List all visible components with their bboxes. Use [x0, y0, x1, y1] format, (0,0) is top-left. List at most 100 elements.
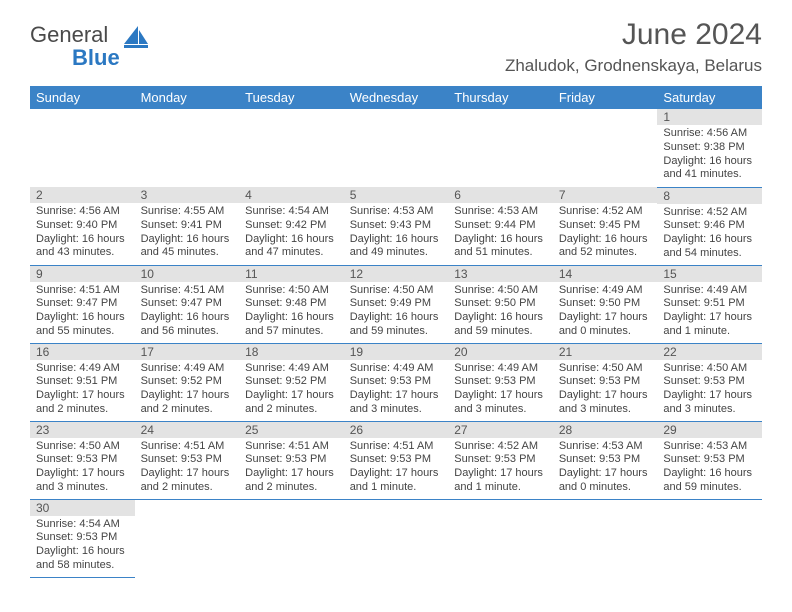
- day-number: 7: [553, 187, 658, 203]
- day-line: Sunset: 9:38 PM: [663, 141, 756, 155]
- day-line: Sunrise: 4:56 AM: [36, 205, 129, 219]
- day-line: and 3 minutes.: [454, 403, 547, 417]
- day-number: 25: [239, 422, 344, 438]
- day-line: and 2 minutes.: [141, 481, 234, 495]
- day-line: and 47 minutes.: [245, 246, 338, 260]
- weekday-header: Saturday: [657, 86, 762, 109]
- calendar-day: 25Sunrise: 4:51 AMSunset: 9:53 PMDayligh…: [239, 421, 344, 499]
- day-number: 5: [344, 187, 449, 203]
- day-line: Sunrise: 4:49 AM: [36, 362, 129, 376]
- calendar-day: 11Sunrise: 4:50 AMSunset: 9:48 PMDayligh…: [239, 265, 344, 343]
- day-details: Sunrise: 4:52 AMSunset: 9:45 PMDaylight:…: [553, 203, 658, 262]
- day-line: Sunset: 9:44 PM: [454, 219, 547, 233]
- day-line: Sunrise: 4:55 AM: [141, 205, 234, 219]
- calendar-day: 29Sunrise: 4:53 AMSunset: 9:53 PMDayligh…: [657, 421, 762, 499]
- calendar-week: 1Sunrise: 4:56 AMSunset: 9:38 PMDaylight…: [30, 109, 762, 187]
- day-line: Sunrise: 4:51 AM: [36, 284, 129, 298]
- day-number: 20: [448, 344, 553, 360]
- day-details: Sunrise: 4:54 AMSunset: 9:42 PMDaylight:…: [239, 203, 344, 262]
- day-line: and 52 minutes.: [559, 246, 652, 260]
- day-line: Sunrise: 4:54 AM: [36, 518, 129, 532]
- calendar-week: 23Sunrise: 4:50 AMSunset: 9:53 PMDayligh…: [30, 421, 762, 499]
- day-line: Sunset: 9:45 PM: [559, 219, 652, 233]
- day-line: Sunset: 9:50 PM: [454, 297, 547, 311]
- calendar-day: 9Sunrise: 4:51 AMSunset: 9:47 PMDaylight…: [30, 265, 135, 343]
- day-details: Sunrise: 4:50 AMSunset: 9:49 PMDaylight:…: [344, 282, 449, 341]
- day-number: 24: [135, 422, 240, 438]
- weekday-header: Tuesday: [239, 86, 344, 109]
- day-line: Sunrise: 4:49 AM: [663, 284, 756, 298]
- day-line: and 3 minutes.: [559, 403, 652, 417]
- day-line: Sunset: 9:50 PM: [559, 297, 652, 311]
- weekday-header: Thursday: [448, 86, 553, 109]
- day-line: Daylight: 17 hours: [141, 389, 234, 403]
- day-line: and 3 minutes.: [36, 481, 129, 495]
- day-details: Sunrise: 4:53 AMSunset: 9:44 PMDaylight:…: [448, 203, 553, 262]
- day-number: 6: [448, 187, 553, 203]
- calendar-empty: [135, 499, 240, 577]
- calendar-day: 7Sunrise: 4:52 AMSunset: 9:45 PMDaylight…: [553, 187, 658, 265]
- day-line: Sunrise: 4:49 AM: [559, 284, 652, 298]
- day-line: and 58 minutes.: [36, 559, 129, 573]
- calendar-empty: [448, 499, 553, 577]
- day-number: 23: [30, 422, 135, 438]
- day-details: Sunrise: 4:56 AMSunset: 9:38 PMDaylight:…: [657, 125, 762, 184]
- day-line: Sunrise: 4:50 AM: [454, 284, 547, 298]
- day-number: 9: [30, 266, 135, 282]
- calendar-day: 21Sunrise: 4:50 AMSunset: 9:53 PMDayligh…: [553, 343, 658, 421]
- day-details: Sunrise: 4:52 AMSunset: 9:53 PMDaylight:…: [448, 438, 553, 497]
- day-line: Sunset: 9:49 PM: [350, 297, 443, 311]
- day-line: and 45 minutes.: [141, 246, 234, 260]
- day-details: Sunrise: 4:56 AMSunset: 9:40 PMDaylight:…: [30, 203, 135, 262]
- logo-word2: Blue: [30, 45, 120, 70]
- day-line: Sunset: 9:47 PM: [141, 297, 234, 311]
- calendar-day: 18Sunrise: 4:49 AMSunset: 9:52 PMDayligh…: [239, 343, 344, 421]
- day-line: Sunset: 9:43 PM: [350, 219, 443, 233]
- day-details: Sunrise: 4:49 AMSunset: 9:50 PMDaylight:…: [553, 282, 658, 341]
- calendar-day: 5Sunrise: 4:53 AMSunset: 9:43 PMDaylight…: [344, 187, 449, 265]
- day-line: and 1 minute.: [454, 481, 547, 495]
- day-line: Sunset: 9:53 PM: [36, 453, 129, 467]
- calendar-empty: [239, 109, 344, 187]
- day-line: Sunset: 9:53 PM: [141, 453, 234, 467]
- day-details: Sunrise: 4:49 AMSunset: 9:52 PMDaylight:…: [135, 360, 240, 419]
- calendar-day: 23Sunrise: 4:50 AMSunset: 9:53 PMDayligh…: [30, 421, 135, 499]
- day-line: Sunset: 9:53 PM: [663, 375, 756, 389]
- header: General Blue June 2024 Zhaludok, Grodnen…: [30, 18, 762, 76]
- day-line: Sunrise: 4:54 AM: [245, 205, 338, 219]
- day-line: Daylight: 16 hours: [350, 311, 443, 325]
- day-number: 11: [239, 266, 344, 282]
- day-line: Sunrise: 4:50 AM: [245, 284, 338, 298]
- calendar-day: 28Sunrise: 4:53 AMSunset: 9:53 PMDayligh…: [553, 421, 658, 499]
- calendar-day: 15Sunrise: 4:49 AMSunset: 9:51 PMDayligh…: [657, 265, 762, 343]
- day-line: Sunrise: 4:53 AM: [663, 440, 756, 454]
- day-line: Sunrise: 4:52 AM: [663, 206, 756, 220]
- calendar-day: 3Sunrise: 4:55 AMSunset: 9:41 PMDaylight…: [135, 187, 240, 265]
- day-line: Daylight: 16 hours: [141, 233, 234, 247]
- day-line: Sunset: 9:42 PM: [245, 219, 338, 233]
- day-line: Daylight: 17 hours: [350, 389, 443, 403]
- day-number: 19: [344, 344, 449, 360]
- day-line: Daylight: 16 hours: [454, 233, 547, 247]
- day-line: and 2 minutes.: [36, 403, 129, 417]
- day-line: Daylight: 16 hours: [663, 233, 756, 247]
- day-line: Daylight: 17 hours: [559, 389, 652, 403]
- day-number: 29: [657, 422, 762, 438]
- day-line: and 51 minutes.: [454, 246, 547, 260]
- day-line: and 0 minutes.: [559, 325, 652, 339]
- day-line: Sunrise: 4:56 AM: [663, 127, 756, 141]
- day-line: Daylight: 16 hours: [559, 233, 652, 247]
- calendar-day: 24Sunrise: 4:51 AMSunset: 9:53 PMDayligh…: [135, 421, 240, 499]
- day-details: Sunrise: 4:49 AMSunset: 9:52 PMDaylight:…: [239, 360, 344, 419]
- calendar-day: 2Sunrise: 4:56 AMSunset: 9:40 PMDaylight…: [30, 187, 135, 265]
- day-number: 18: [239, 344, 344, 360]
- logo-word1: General: [30, 22, 108, 47]
- day-line: Sunset: 9:53 PM: [454, 453, 547, 467]
- day-line: Daylight: 17 hours: [663, 311, 756, 325]
- calendar-day: 17Sunrise: 4:49 AMSunset: 9:52 PMDayligh…: [135, 343, 240, 421]
- day-details: Sunrise: 4:50 AMSunset: 9:53 PMDaylight:…: [553, 360, 658, 419]
- day-line: and 54 minutes.: [663, 247, 756, 261]
- day-line: Daylight: 17 hours: [245, 467, 338, 481]
- day-details: Sunrise: 4:50 AMSunset: 9:50 PMDaylight:…: [448, 282, 553, 341]
- day-details: Sunrise: 4:51 AMSunset: 9:53 PMDaylight:…: [344, 438, 449, 497]
